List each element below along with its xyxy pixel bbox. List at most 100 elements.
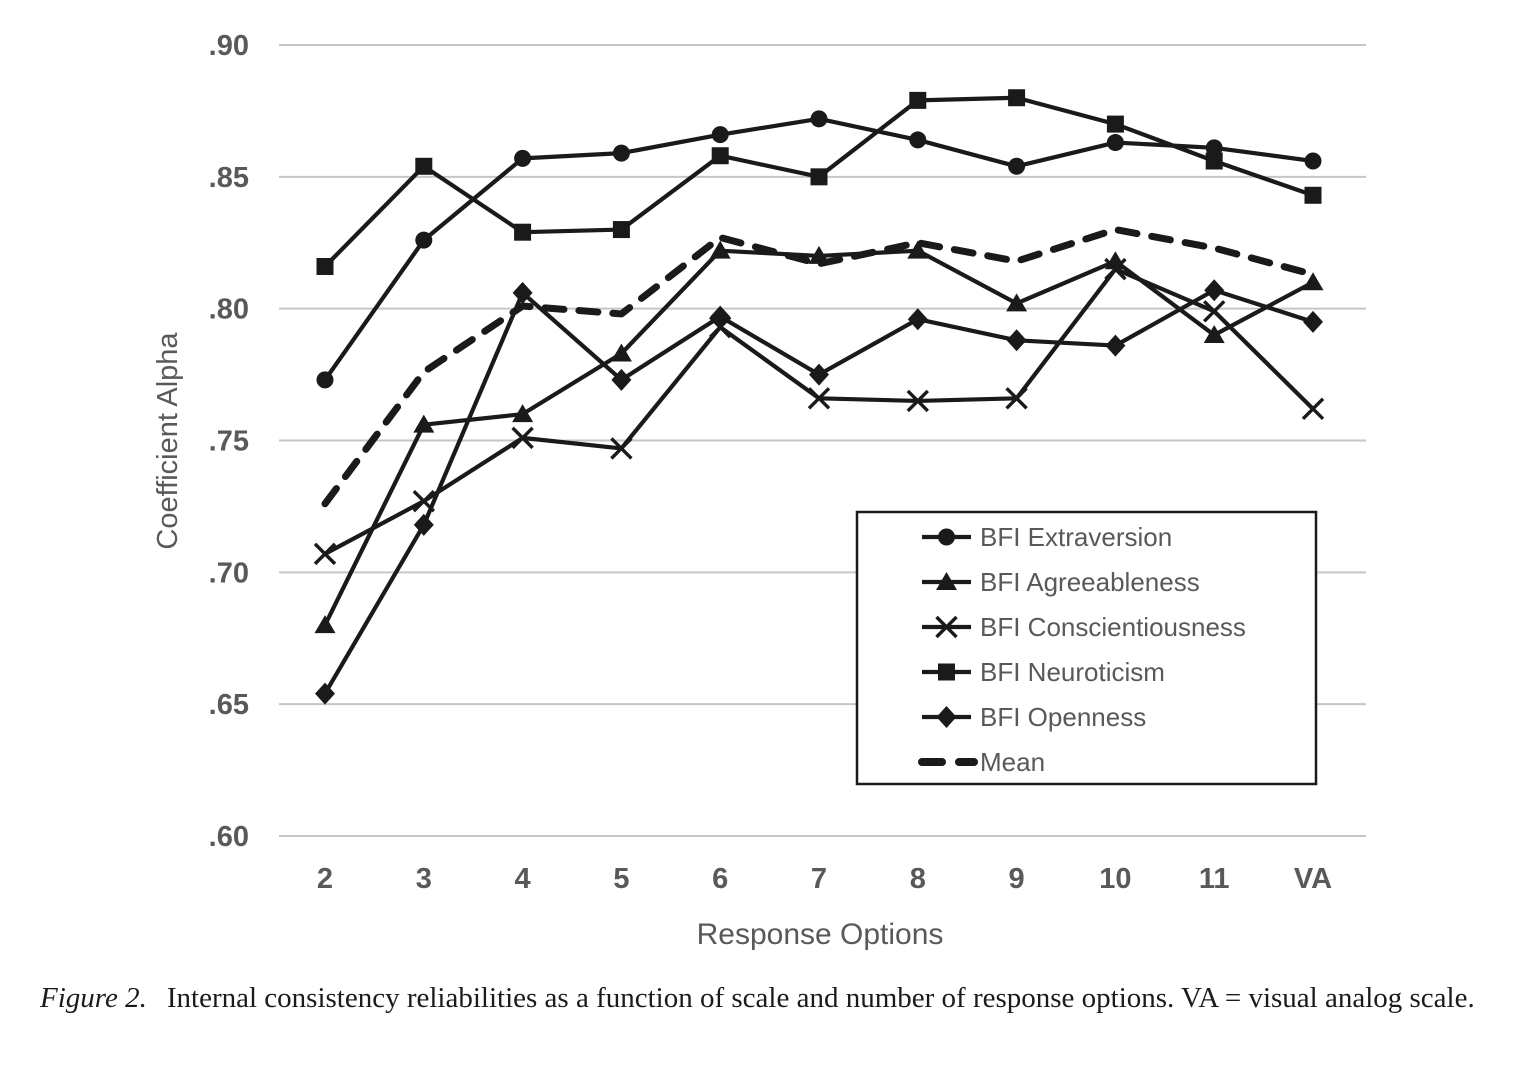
marker-square xyxy=(1106,115,1124,133)
y-tick-label: .80 xyxy=(209,294,249,326)
y-tick-label: .70 xyxy=(209,557,249,589)
legend-label: BFI Neuroticism xyxy=(980,657,1165,687)
series-bfi-conscientiousness xyxy=(313,257,1325,566)
x-tick-labels: 2 3 4 5 6 7 8 9 10 11 VA xyxy=(317,863,1332,895)
legend-item: BFI Neuroticism xyxy=(922,657,1165,687)
x-tick-label: 4 xyxy=(515,863,531,895)
marker-square xyxy=(938,663,955,681)
marker-x xyxy=(1202,300,1226,323)
x-tick-label: 10 xyxy=(1099,863,1131,895)
chart-legend: BFI Extraversion BFI Agreeableness BFI Con… xyxy=(855,510,1318,786)
marker-diamond xyxy=(710,305,731,328)
marker-diamond xyxy=(809,363,829,386)
series-bfi-extraversion xyxy=(316,110,1322,389)
marker-circle xyxy=(711,126,729,144)
y-tick-label: .75 xyxy=(209,426,249,458)
figure-label: Figure 2. xyxy=(40,982,147,1014)
legend-label: BFI Conscientiousness xyxy=(980,612,1246,642)
series-bfi-openness xyxy=(315,279,1323,705)
marker-triangle xyxy=(709,240,731,259)
legend-label: BFI Agreeableness xyxy=(980,567,1200,597)
marker-triangle xyxy=(1302,272,1324,291)
marker-circle xyxy=(1106,134,1124,152)
legend-item: BFI Conscientiousness xyxy=(922,612,1246,642)
marker-diamond xyxy=(1204,279,1225,302)
x-tick-label: 5 xyxy=(613,863,629,895)
marker-diamond xyxy=(1006,329,1027,352)
legend-box xyxy=(855,510,1318,786)
x-tick-label: 7 xyxy=(811,863,827,895)
marker-diamond xyxy=(907,308,928,331)
marker-x xyxy=(1104,257,1127,281)
y-tick-label: .65 xyxy=(209,689,249,721)
marker-circle xyxy=(1304,152,1322,170)
marker-x xyxy=(610,437,633,460)
legend-label: BFI Extraversion xyxy=(980,522,1172,552)
marker-square xyxy=(1008,89,1026,107)
y-axis-title: Coefficient Alpha xyxy=(152,332,184,550)
figure-caption-text: Internal consistency reliabilities as a … xyxy=(166,982,1475,1014)
marker-triangle xyxy=(314,615,336,634)
marker-x xyxy=(313,542,337,566)
legend-label: BFI Openness xyxy=(980,702,1146,732)
x-tick-label: 2 xyxy=(317,863,333,895)
series-line xyxy=(321,226,1317,508)
marker-triangle xyxy=(1006,293,1028,312)
marker-circle xyxy=(1205,139,1223,157)
x-tick-label: 11 xyxy=(1199,863,1230,895)
x-tick-label: VA xyxy=(1294,863,1332,895)
y-tick-label: .85 xyxy=(209,162,249,194)
marker-circle xyxy=(612,144,630,162)
marker-x xyxy=(511,426,534,450)
marker-square xyxy=(909,91,927,109)
marker-diamond xyxy=(936,706,957,728)
legend-item: Mean xyxy=(918,747,1045,777)
y-tick-label: .90 xyxy=(209,30,249,62)
marker-x xyxy=(1301,397,1325,421)
marker-diamond xyxy=(315,682,335,705)
marker-square xyxy=(612,221,630,239)
marker-circle xyxy=(514,149,532,167)
marker-x xyxy=(906,389,930,413)
marker-circle xyxy=(316,371,334,389)
legend-item: BFI Agreeableness xyxy=(922,567,1200,597)
marker-square xyxy=(1304,186,1322,204)
marker-triangle xyxy=(1203,325,1225,344)
reliability-line-chart: .60 .65 .70 .75 .80 .85 .90 2 3 4 5 6 7 8 9 10 11 VA Coeff… xyxy=(152,30,1366,951)
marker-x xyxy=(807,387,831,410)
marker-square xyxy=(1205,152,1223,170)
x-axis-title: Response Options xyxy=(697,918,944,951)
marker-diamond xyxy=(1303,310,1323,333)
marker-square xyxy=(415,157,433,175)
marker-triangle xyxy=(936,572,957,590)
marker-circle xyxy=(810,110,828,128)
marker-square xyxy=(316,257,334,275)
marker-square xyxy=(810,168,828,186)
x-tick-label: 3 xyxy=(416,863,432,895)
marker-circle xyxy=(415,231,433,249)
legend-label: Mean xyxy=(980,747,1045,777)
marker-circle xyxy=(938,528,955,546)
x-tick-label: 6 xyxy=(712,863,728,895)
series-mean xyxy=(321,226,1317,508)
y-tick-labels: .60 .65 .70 .75 .80 .85 .90 xyxy=(209,30,249,853)
marker-diamond xyxy=(611,368,632,391)
figure-caption: Figure 2. Internal consistency reliabilit… xyxy=(40,976,1502,1021)
x-tick-label: 8 xyxy=(910,863,926,895)
series-bfi-agreeableness xyxy=(314,240,1324,634)
marker-diamond xyxy=(1105,334,1126,357)
marker-triangle xyxy=(610,343,632,362)
marker-triangle xyxy=(907,240,929,259)
legend-item: BFI Openness xyxy=(922,702,1146,732)
x-tick-label: 9 xyxy=(1009,863,1025,895)
marker-diamond xyxy=(512,281,533,304)
marker-square xyxy=(711,147,729,165)
y-tick-label: .60 xyxy=(209,821,249,853)
marker-triangle xyxy=(512,404,534,423)
marker-x xyxy=(935,615,958,639)
marker-square xyxy=(514,223,532,241)
legend-item: BFI Extraversion xyxy=(922,522,1172,552)
marker-triangle xyxy=(413,414,435,433)
series-bfi-neuroticism xyxy=(316,89,1322,275)
